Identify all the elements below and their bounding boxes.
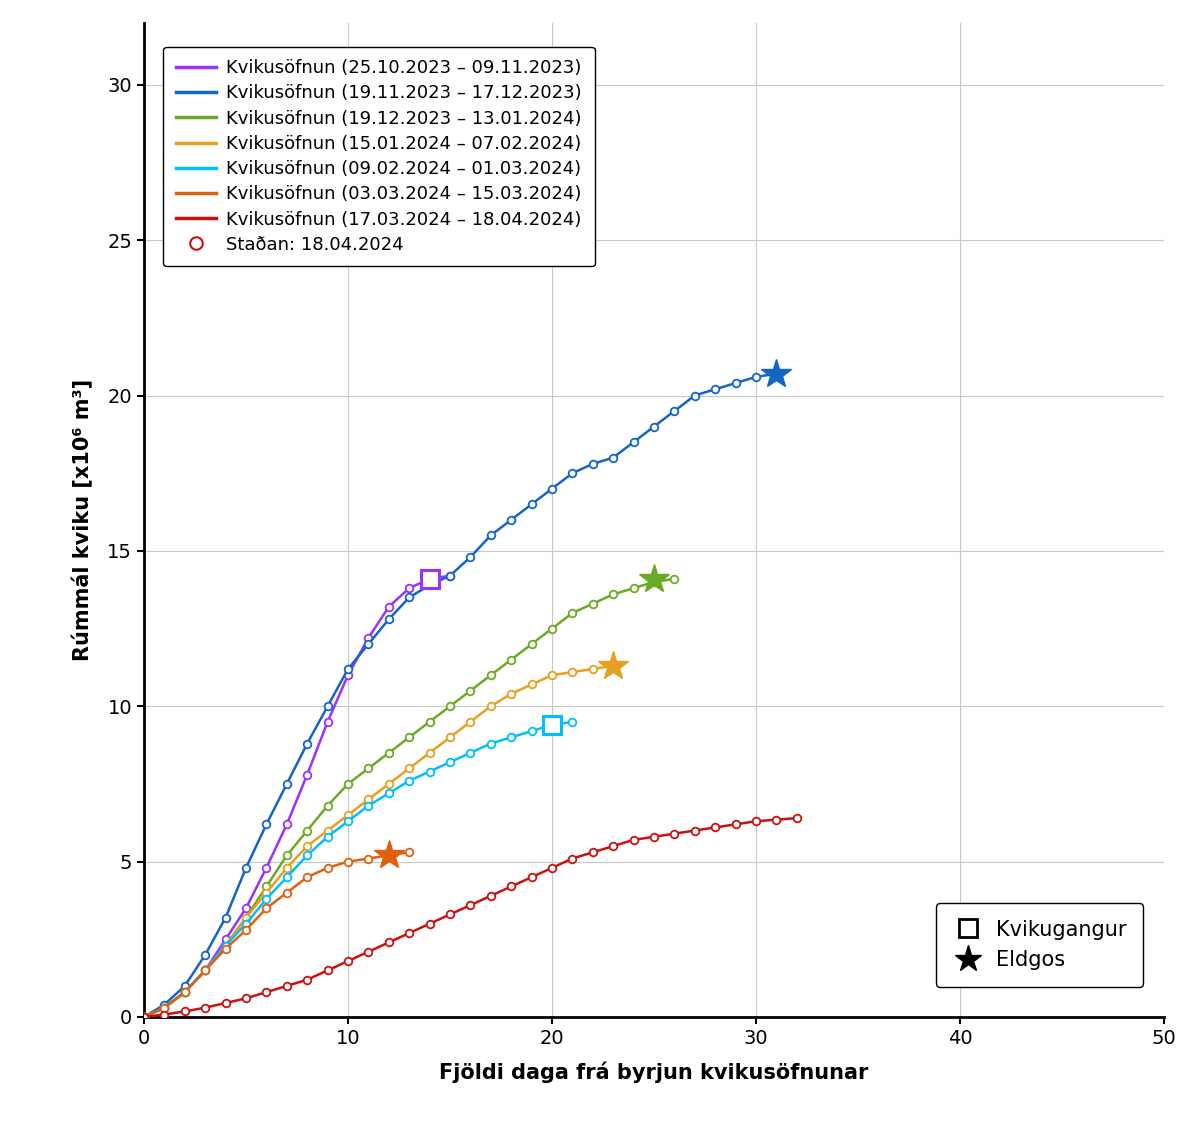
Legend: Kvikugangur, Eldgos: Kvikugangur, Eldgos [936, 903, 1144, 986]
X-axis label: Fjöldi daga frá byrjun kvikusöfnunar: Fjöldi daga frá byrjun kvikusöfnunar [439, 1062, 869, 1084]
Y-axis label: Rúmmál kviku [x10⁶ m³]: Rúmmál kviku [x10⁶ m³] [72, 379, 94, 661]
